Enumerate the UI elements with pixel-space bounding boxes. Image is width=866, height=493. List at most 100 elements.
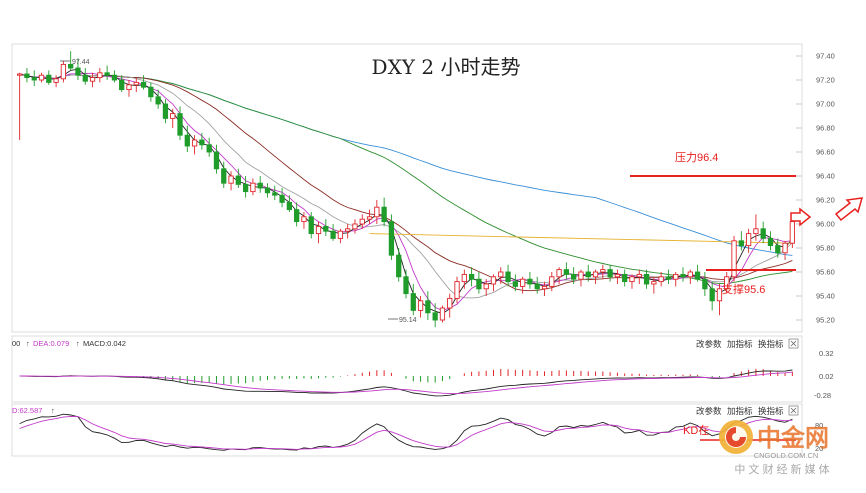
macd-add-indicator-button[interactable]: 加指标 (727, 339, 753, 349)
kd-axis: 80 20 (815, 421, 823, 453)
candle (716, 284, 723, 316)
candle (191, 135, 198, 155)
candle (264, 183, 271, 198)
candle-body (687, 271, 693, 278)
candle (738, 231, 744, 251)
candle (585, 264, 591, 282)
candle-body (498, 271, 504, 278)
candle (119, 75, 125, 92)
candle-body (417, 300, 424, 311)
kd-switch-indicator-button[interactable]: 换指标 (758, 406, 784, 416)
candle-body (782, 242, 788, 254)
high-label: 97.44 (72, 59, 90, 66)
candle-body (323, 225, 329, 232)
candle (731, 236, 737, 282)
brand-logo-swirl (726, 427, 746, 447)
low-marker: 95.14 (388, 317, 417, 324)
candle-body (643, 273, 650, 285)
candle (592, 269, 599, 284)
kd-panel (11, 403, 803, 457)
candle-body (702, 278, 708, 290)
candle (286, 195, 293, 212)
candle (177, 106, 183, 140)
macd-param-button[interactable]: 改参数 (696, 339, 722, 349)
kd-add-indicator-button[interactable]: 加指标 (727, 406, 753, 416)
candle (519, 276, 526, 294)
candle (439, 305, 446, 323)
candle-body (155, 96, 161, 105)
candle-body (315, 225, 322, 235)
price-tick-label: 95.20 (816, 316, 835, 325)
candle (724, 272, 730, 294)
candle-body (432, 312, 438, 321)
candle (250, 178, 256, 196)
candle (257, 176, 263, 193)
candle (709, 281, 715, 311)
candle (46, 70, 52, 85)
candle (680, 267, 686, 282)
candle (490, 274, 497, 292)
candle (673, 272, 679, 287)
candle (549, 272, 555, 292)
candle-body (381, 206, 387, 223)
candle-body (31, 77, 37, 81)
candle (614, 269, 621, 284)
kd-legend-d: D:62.587 (12, 406, 42, 415)
kd-legend: D:62.587 ↑ (12, 406, 55, 415)
kd-buttons: 改参数 加指标 换指标 (696, 405, 799, 416)
candle-body (753, 228, 759, 235)
kd-tick: 20 (815, 444, 823, 453)
price-tick-label: 95.60 (816, 268, 835, 277)
candle (184, 125, 190, 152)
candle-body (38, 74, 45, 81)
candle (352, 219, 358, 234)
candle (658, 272, 664, 287)
candle (206, 137, 212, 157)
macd-switch-indicator-button[interactable]: 换指标 (758, 339, 784, 349)
candle-body (534, 283, 540, 290)
macd-legend: 00 ↑ DEA:0.079 ↑ MACD:0.042 (12, 339, 126, 348)
candle-body (724, 276, 730, 290)
candle-body (228, 175, 234, 184)
candle (38, 72, 45, 83)
candle (425, 291, 431, 320)
candle (454, 276, 460, 304)
candle-body (352, 223, 358, 230)
candle-body (592, 271, 599, 278)
candle (665, 269, 672, 284)
candle-body (89, 77, 96, 82)
candle (272, 185, 278, 200)
candle-body (636, 273, 642, 278)
candle-body (279, 194, 285, 203)
candlesticks (17, 51, 795, 328)
candle-body (294, 209, 300, 223)
candle (294, 202, 300, 227)
candle-body (82, 74, 88, 82)
candle-body (585, 271, 591, 278)
candle (126, 80, 132, 97)
macd-buttons: 改参数 加指标 换指标 (696, 338, 799, 349)
candle (694, 264, 701, 282)
candle-body (680, 273, 686, 278)
candle-body (162, 103, 169, 119)
candle (323, 219, 329, 236)
candle-body (235, 175, 241, 185)
candle-body (760, 228, 766, 239)
candle (600, 264, 606, 280)
candle-body (199, 139, 205, 146)
price-tick-label: 96.00 (816, 220, 835, 229)
price-tick-label: 96.20 (816, 196, 835, 205)
candle-body (133, 81, 139, 86)
candle (760, 221, 766, 244)
candle-body (709, 288, 715, 302)
candle-body (119, 79, 125, 91)
macd-axis: 0.32 0.02 -0.28 (814, 349, 834, 400)
candle-body (775, 245, 781, 254)
kd-param-button[interactable]: 改参数 (696, 406, 722, 416)
price-tick-label: 96.60 (816, 148, 835, 157)
macd-legend-dif: 00 (12, 339, 20, 348)
candle-body (425, 300, 431, 314)
candle (133, 77, 139, 92)
